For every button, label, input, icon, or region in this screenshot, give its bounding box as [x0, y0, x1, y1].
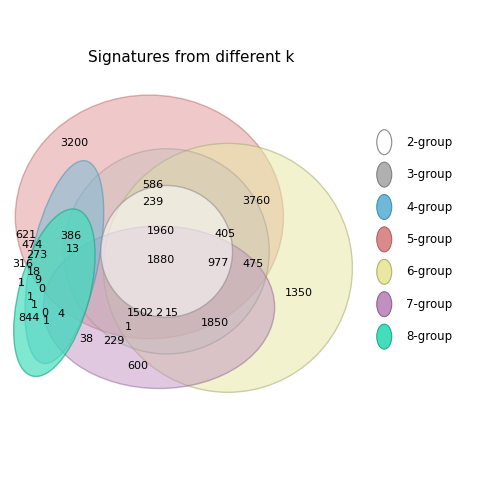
- Circle shape: [377, 130, 392, 155]
- Text: 844: 844: [18, 313, 39, 323]
- Text: 18: 18: [27, 267, 41, 277]
- Text: 1350: 1350: [285, 288, 313, 298]
- Text: 8-group: 8-group: [406, 330, 452, 343]
- Text: 13: 13: [66, 244, 80, 254]
- Text: 4-group: 4-group: [406, 201, 452, 214]
- Ellipse shape: [14, 209, 95, 376]
- Text: 405: 405: [214, 229, 235, 239]
- Text: 1960: 1960: [147, 226, 175, 236]
- Text: 316: 316: [12, 259, 33, 269]
- Text: 3760: 3760: [242, 196, 271, 206]
- Text: 621: 621: [16, 229, 37, 239]
- Text: 1: 1: [26, 292, 33, 302]
- Circle shape: [377, 195, 392, 219]
- Text: 0: 0: [39, 284, 46, 294]
- Text: 5-group: 5-group: [406, 233, 452, 246]
- Title: Signatures from different k: Signatures from different k: [88, 50, 295, 65]
- Circle shape: [377, 292, 392, 317]
- Text: 475: 475: [242, 260, 264, 269]
- Circle shape: [377, 162, 392, 187]
- Text: 600: 600: [128, 361, 148, 371]
- Text: 977: 977: [208, 258, 229, 268]
- Circle shape: [377, 227, 392, 252]
- Text: 1: 1: [42, 316, 49, 326]
- Text: 474: 474: [22, 240, 43, 250]
- Text: 3200: 3200: [60, 138, 89, 148]
- Text: 3-group: 3-group: [406, 168, 452, 181]
- Ellipse shape: [25, 161, 104, 363]
- Text: 1880: 1880: [147, 255, 175, 265]
- Ellipse shape: [64, 149, 269, 354]
- Circle shape: [377, 324, 392, 349]
- Text: 1: 1: [18, 278, 25, 288]
- Text: 2-group: 2-group: [406, 136, 452, 149]
- Text: 6-group: 6-group: [406, 265, 452, 278]
- Ellipse shape: [103, 143, 352, 392]
- Text: 586: 586: [143, 180, 164, 191]
- Text: 150: 150: [127, 307, 148, 318]
- Text: 273: 273: [26, 250, 47, 260]
- Text: 1: 1: [31, 300, 38, 310]
- Text: 38: 38: [79, 335, 93, 344]
- Text: 9: 9: [35, 275, 42, 285]
- Text: 2: 2: [155, 307, 162, 318]
- Text: 239: 239: [143, 197, 164, 207]
- Ellipse shape: [43, 226, 275, 389]
- Text: 386: 386: [60, 231, 82, 241]
- Text: 1850: 1850: [201, 319, 229, 329]
- Text: 15: 15: [165, 307, 178, 318]
- Text: 4: 4: [57, 309, 64, 319]
- Text: 7-group: 7-group: [406, 298, 452, 310]
- Text: 229: 229: [103, 336, 125, 346]
- Circle shape: [377, 260, 392, 284]
- Ellipse shape: [15, 95, 283, 339]
- Ellipse shape: [101, 185, 232, 317]
- Text: 0: 0: [42, 307, 49, 318]
- Text: 1: 1: [125, 322, 132, 332]
- Text: 2: 2: [145, 307, 152, 318]
